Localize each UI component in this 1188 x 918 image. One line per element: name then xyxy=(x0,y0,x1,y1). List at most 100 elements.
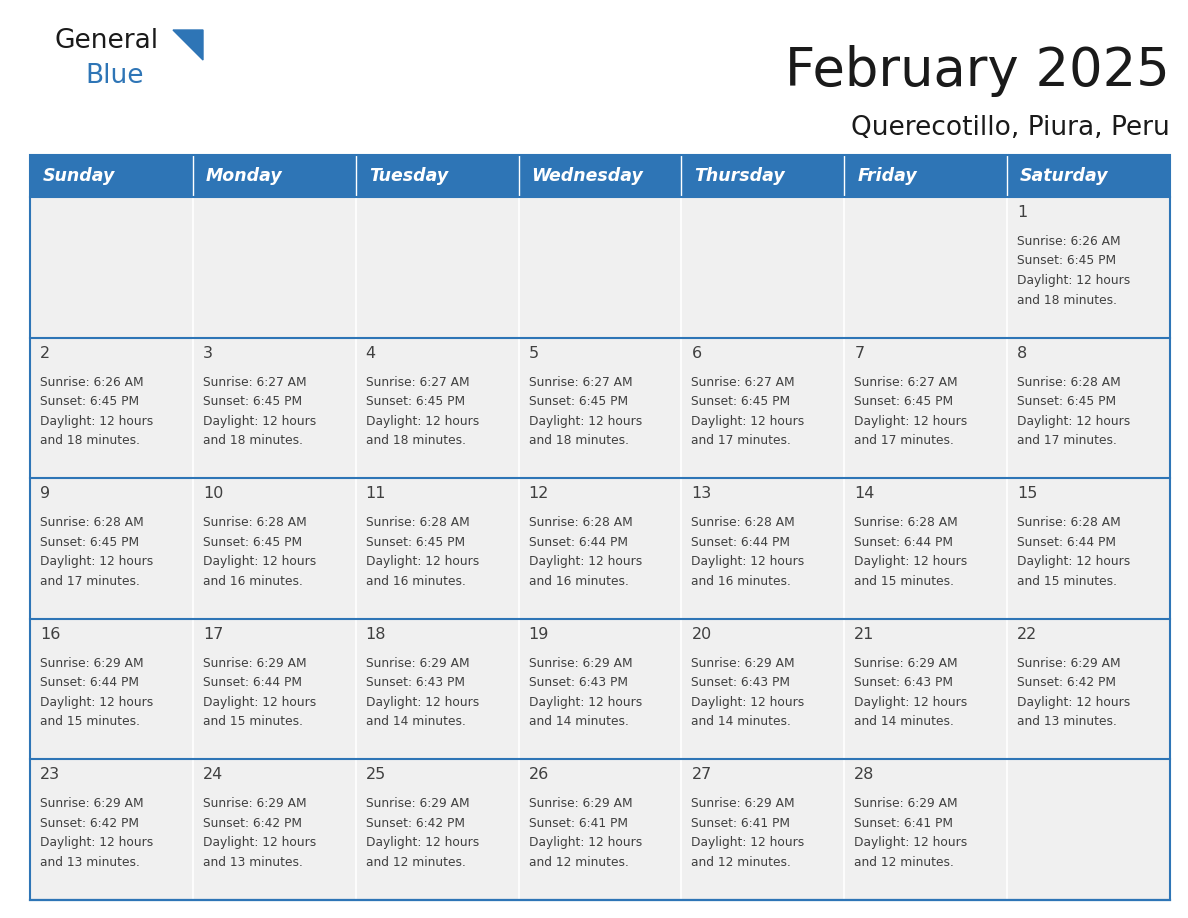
Text: Sunrise: 6:29 AM: Sunrise: 6:29 AM xyxy=(366,798,469,811)
Bar xyxy=(682,619,845,759)
Text: 9: 9 xyxy=(40,487,50,501)
Text: Monday: Monday xyxy=(206,167,283,185)
Bar xyxy=(1007,338,1170,478)
Bar xyxy=(192,478,355,619)
Text: Daylight: 12 hours: Daylight: 12 hours xyxy=(529,836,642,849)
Text: Sunrise: 6:28 AM: Sunrise: 6:28 AM xyxy=(366,516,469,529)
Text: Sunset: 6:45 PM: Sunset: 6:45 PM xyxy=(40,536,139,549)
Text: Sunset: 6:45 PM: Sunset: 6:45 PM xyxy=(203,536,302,549)
Text: and 14 minutes.: and 14 minutes. xyxy=(366,715,466,728)
Bar xyxy=(192,155,355,197)
Bar xyxy=(1007,197,1170,338)
Bar xyxy=(355,338,519,478)
Text: 21: 21 xyxy=(854,627,874,642)
Text: and 16 minutes.: and 16 minutes. xyxy=(529,575,628,588)
Text: and 17 minutes.: and 17 minutes. xyxy=(1017,434,1117,447)
Text: Sunrise: 6:27 AM: Sunrise: 6:27 AM xyxy=(203,375,307,388)
Text: Thursday: Thursday xyxy=(695,167,785,185)
Text: Sunrise: 6:29 AM: Sunrise: 6:29 AM xyxy=(203,656,307,670)
Bar xyxy=(845,619,1007,759)
Text: Sunset: 6:44 PM: Sunset: 6:44 PM xyxy=(854,536,953,549)
Text: Sunset: 6:45 PM: Sunset: 6:45 PM xyxy=(1017,395,1117,409)
Bar xyxy=(845,338,1007,478)
Bar xyxy=(682,338,845,478)
Text: 15: 15 xyxy=(1017,487,1037,501)
Text: Daylight: 12 hours: Daylight: 12 hours xyxy=(203,555,316,568)
Text: and 13 minutes.: and 13 minutes. xyxy=(40,856,140,869)
Text: Sunrise: 6:27 AM: Sunrise: 6:27 AM xyxy=(529,375,632,388)
Text: 11: 11 xyxy=(366,487,386,501)
Text: Daylight: 12 hours: Daylight: 12 hours xyxy=(366,415,479,428)
Text: 23: 23 xyxy=(40,767,61,782)
Text: 27: 27 xyxy=(691,767,712,782)
Text: Sunset: 6:44 PM: Sunset: 6:44 PM xyxy=(529,536,627,549)
Text: 16: 16 xyxy=(40,627,61,642)
Text: Daylight: 12 hours: Daylight: 12 hours xyxy=(40,836,153,849)
Text: Daylight: 12 hours: Daylight: 12 hours xyxy=(40,555,153,568)
Text: and 15 minutes.: and 15 minutes. xyxy=(1017,575,1117,588)
Bar xyxy=(682,478,845,619)
Bar xyxy=(30,478,192,619)
Bar xyxy=(355,759,519,900)
Bar xyxy=(1007,478,1170,619)
Text: Daylight: 12 hours: Daylight: 12 hours xyxy=(529,555,642,568)
Text: Sunrise: 6:28 AM: Sunrise: 6:28 AM xyxy=(1017,516,1121,529)
Text: and 17 minutes.: and 17 minutes. xyxy=(854,434,954,447)
Text: 26: 26 xyxy=(529,767,549,782)
Text: and 12 minutes.: and 12 minutes. xyxy=(691,856,791,869)
Text: and 17 minutes.: and 17 minutes. xyxy=(691,434,791,447)
Text: and 18 minutes.: and 18 minutes. xyxy=(366,434,466,447)
Text: 3: 3 xyxy=(203,345,213,361)
Text: Sunrise: 6:29 AM: Sunrise: 6:29 AM xyxy=(40,798,144,811)
Text: Sunrise: 6:28 AM: Sunrise: 6:28 AM xyxy=(854,516,958,529)
Text: Daylight: 12 hours: Daylight: 12 hours xyxy=(854,836,967,849)
Bar xyxy=(682,197,845,338)
Text: Sunday: Sunday xyxy=(43,167,115,185)
Text: Sunset: 6:43 PM: Sunset: 6:43 PM xyxy=(366,677,465,689)
Text: Sunset: 6:43 PM: Sunset: 6:43 PM xyxy=(691,677,790,689)
Text: February 2025: February 2025 xyxy=(785,45,1170,97)
Text: Sunset: 6:45 PM: Sunset: 6:45 PM xyxy=(366,395,465,409)
Text: Daylight: 12 hours: Daylight: 12 hours xyxy=(1017,274,1131,287)
Text: Sunrise: 6:28 AM: Sunrise: 6:28 AM xyxy=(529,516,632,529)
Text: 7: 7 xyxy=(854,345,865,361)
Text: Daylight: 12 hours: Daylight: 12 hours xyxy=(203,696,316,709)
Text: Sunset: 6:45 PM: Sunset: 6:45 PM xyxy=(40,395,139,409)
Text: Sunset: 6:43 PM: Sunset: 6:43 PM xyxy=(854,677,953,689)
Bar xyxy=(355,155,519,197)
Text: Sunrise: 6:29 AM: Sunrise: 6:29 AM xyxy=(203,798,307,811)
Text: Sunrise: 6:28 AM: Sunrise: 6:28 AM xyxy=(691,516,795,529)
Text: Sunset: 6:42 PM: Sunset: 6:42 PM xyxy=(366,817,465,830)
Bar xyxy=(192,338,355,478)
Text: Friday: Friday xyxy=(858,167,917,185)
Bar xyxy=(519,619,682,759)
Text: Sunset: 6:45 PM: Sunset: 6:45 PM xyxy=(854,395,954,409)
Text: 25: 25 xyxy=(366,767,386,782)
Text: 17: 17 xyxy=(203,627,223,642)
Text: 20: 20 xyxy=(691,627,712,642)
Text: Sunrise: 6:26 AM: Sunrise: 6:26 AM xyxy=(1017,235,1120,248)
Text: Sunset: 6:41 PM: Sunset: 6:41 PM xyxy=(529,817,627,830)
Text: Daylight: 12 hours: Daylight: 12 hours xyxy=(854,415,967,428)
Text: and 12 minutes.: and 12 minutes. xyxy=(854,856,954,869)
Text: Daylight: 12 hours: Daylight: 12 hours xyxy=(1017,555,1131,568)
Text: and 16 minutes.: and 16 minutes. xyxy=(366,575,466,588)
Bar xyxy=(192,197,355,338)
Text: Tuesday: Tuesday xyxy=(368,167,448,185)
Text: Sunrise: 6:27 AM: Sunrise: 6:27 AM xyxy=(854,375,958,388)
Text: Blue: Blue xyxy=(86,63,144,89)
Text: and 15 minutes.: and 15 minutes. xyxy=(854,575,954,588)
Text: 28: 28 xyxy=(854,767,874,782)
Text: 2: 2 xyxy=(40,345,50,361)
Text: Sunrise: 6:26 AM: Sunrise: 6:26 AM xyxy=(40,375,144,388)
Bar xyxy=(682,759,845,900)
Text: and 16 minutes.: and 16 minutes. xyxy=(691,575,791,588)
Text: Sunrise: 6:29 AM: Sunrise: 6:29 AM xyxy=(40,656,144,670)
Text: 6: 6 xyxy=(691,345,702,361)
Bar xyxy=(519,197,682,338)
Text: and 13 minutes.: and 13 minutes. xyxy=(203,856,303,869)
Bar xyxy=(192,619,355,759)
Text: 19: 19 xyxy=(529,627,549,642)
Text: Daylight: 12 hours: Daylight: 12 hours xyxy=(40,696,153,709)
Text: 1: 1 xyxy=(1017,205,1028,220)
